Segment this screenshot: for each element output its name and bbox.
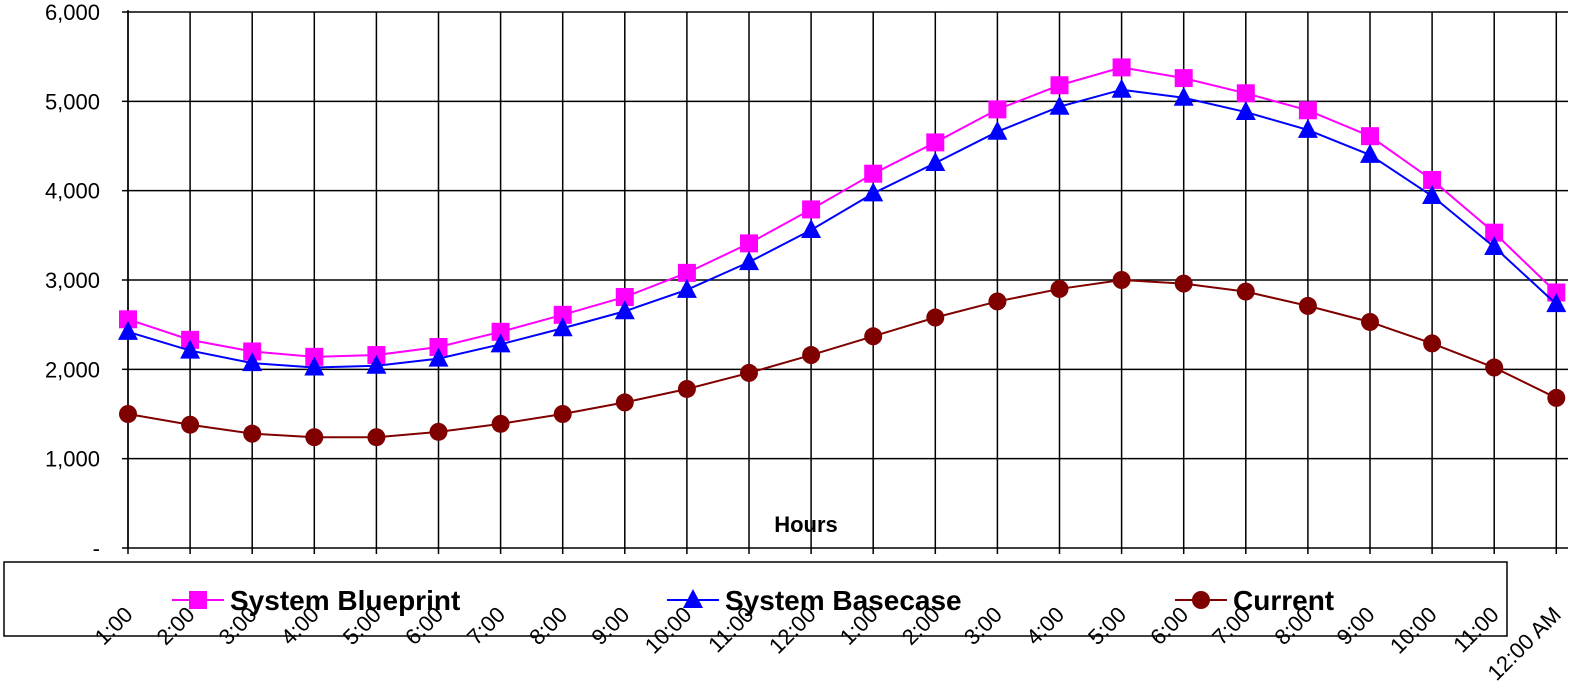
y-tick-label: - bbox=[93, 536, 100, 561]
data-point bbox=[366, 354, 387, 374]
data-point bbox=[988, 100, 1007, 119]
data-point bbox=[926, 133, 945, 152]
legend-label: Current bbox=[1233, 585, 1334, 616]
data-point bbox=[1050, 76, 1069, 95]
data-point bbox=[1485, 223, 1504, 242]
data-point bbox=[1235, 101, 1256, 121]
data-point bbox=[304, 356, 325, 376]
data-point bbox=[242, 352, 263, 372]
data-point bbox=[740, 363, 758, 382]
data-point bbox=[243, 424, 262, 443]
data-point bbox=[1298, 101, 1317, 120]
data-point bbox=[615, 287, 634, 306]
data-point bbox=[614, 300, 635, 320]
data-point bbox=[553, 405, 572, 423]
data-point bbox=[987, 120, 1008, 140]
data-point bbox=[553, 305, 572, 324]
data-point bbox=[1485, 358, 1504, 377]
data-point bbox=[802, 346, 821, 365]
legend-marker bbox=[189, 591, 207, 609]
data-point bbox=[118, 320, 138, 340]
y-tick-label: 2,000 bbox=[45, 357, 100, 382]
data-point bbox=[1174, 274, 1193, 293]
data-point bbox=[1423, 334, 1442, 353]
series-line bbox=[127, 278, 1557, 439]
data-point bbox=[1236, 84, 1255, 103]
data-point bbox=[863, 182, 884, 202]
data-point bbox=[491, 414, 510, 433]
data-point bbox=[1111, 78, 1132, 98]
data-point bbox=[1173, 86, 1194, 106]
data-point bbox=[181, 415, 200, 434]
data-point bbox=[1049, 95, 1070, 115]
data-point bbox=[180, 339, 201, 359]
series-lines bbox=[118, 58, 1567, 447]
data-point bbox=[1112, 58, 1131, 77]
data-point bbox=[676, 278, 697, 298]
data-point bbox=[1236, 282, 1255, 301]
y-tick-label: 3,000 bbox=[45, 268, 100, 293]
legend-marker bbox=[1192, 591, 1210, 609]
data-point bbox=[615, 393, 634, 412]
data-point bbox=[1547, 388, 1566, 407]
data-point bbox=[305, 428, 324, 447]
y-tick-label: 4,000 bbox=[45, 179, 100, 204]
data-point bbox=[801, 218, 822, 238]
data-point bbox=[367, 428, 386, 447]
legend-item: Current bbox=[1175, 585, 1334, 616]
data-point bbox=[119, 310, 137, 329]
data-point bbox=[552, 317, 573, 337]
series-line bbox=[127, 88, 1557, 369]
legend-box bbox=[3, 561, 1508, 637]
y-tick-label: 6,000 bbox=[45, 0, 100, 25]
data-point bbox=[739, 251, 759, 271]
data-point bbox=[119, 405, 137, 423]
data-point bbox=[429, 338, 448, 356]
y-tick-label: 5,000 bbox=[45, 89, 100, 114]
series-line bbox=[127, 66, 1557, 358]
data-point bbox=[1174, 69, 1193, 88]
legend: System Blueprint System Basecase Current bbox=[3, 561, 1508, 637]
data-point bbox=[1298, 296, 1317, 315]
data-point bbox=[1422, 185, 1443, 205]
data-point bbox=[925, 151, 946, 171]
legend-label: System Basecase bbox=[725, 585, 962, 616]
data-point bbox=[677, 263, 696, 282]
data-point bbox=[864, 164, 883, 183]
data-point bbox=[1050, 279, 1069, 298]
data-point bbox=[429, 422, 448, 441]
data-point bbox=[1112, 271, 1131, 289]
data-point bbox=[1484, 235, 1505, 255]
data-point bbox=[491, 322, 510, 341]
data-point bbox=[677, 379, 696, 398]
legend-label: System Blueprint bbox=[230, 585, 460, 616]
data-point bbox=[428, 347, 449, 367]
gridlines bbox=[127, 11, 1568, 548]
data-point bbox=[988, 292, 1007, 311]
data-point bbox=[243, 342, 262, 361]
x-axis-label: Hours bbox=[774, 512, 838, 537]
legend-marker bbox=[683, 589, 703, 608]
data-point bbox=[1297, 118, 1318, 138]
data-point bbox=[1361, 127, 1379, 146]
legend-item: System Basecase bbox=[667, 585, 962, 616]
data-point bbox=[1547, 283, 1566, 302]
data-point bbox=[1360, 143, 1380, 163]
data-point bbox=[1546, 293, 1567, 313]
y-tick-label: 1,000 bbox=[45, 447, 100, 472]
axes: - 1,000 2,000 3,000 4,000 5,000 6,000 bbox=[45, 0, 1568, 561]
data-point bbox=[490, 333, 511, 353]
data-point bbox=[926, 308, 945, 327]
data-point bbox=[1361, 312, 1379, 331]
data-point bbox=[1423, 170, 1442, 189]
data-point bbox=[802, 200, 821, 219]
data-point bbox=[740, 234, 758, 253]
legend-item: System Blueprint bbox=[172, 585, 460, 616]
data-point bbox=[864, 327, 883, 346]
